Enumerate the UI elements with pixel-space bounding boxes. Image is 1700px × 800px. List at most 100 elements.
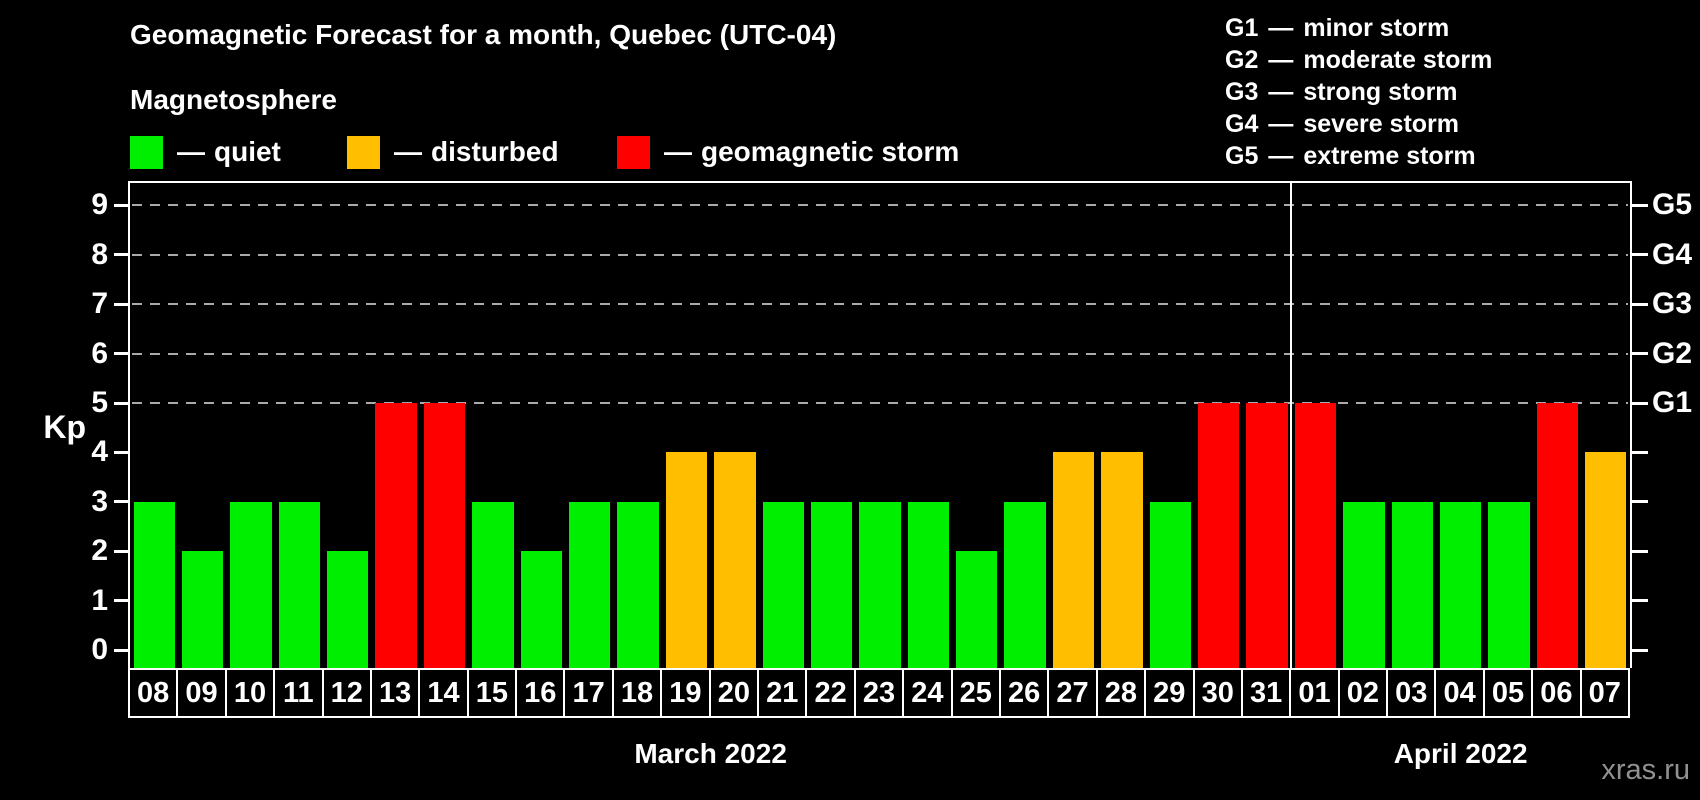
- g-legend-dash: —: [1268, 110, 1294, 138]
- y-axis-tick-5: [114, 401, 130, 405]
- g-legend-row-G4: G4 — severe storm: [1225, 108, 1492, 140]
- kp-bar-day-27: [1052, 452, 1095, 668]
- day-label-april-04: 04: [1434, 668, 1485, 718]
- day-label-march-24: 24: [902, 668, 953, 718]
- g-axis-label-G5: G5: [1652, 188, 1693, 222]
- kp-bar-day-12: [327, 551, 369, 668]
- y-axis-tick-9: [114, 203, 130, 207]
- day-label-march-16: 16: [515, 668, 566, 718]
- day-label-march-09: 09: [176, 668, 227, 718]
- kp-bar-day-13: [375, 403, 417, 668]
- kp-bar-day-29: [1149, 501, 1191, 668]
- kp-bar-day-10: [230, 501, 272, 668]
- kp-bar-day-11: [278, 501, 321, 668]
- y-tick-label-3: 3: [91, 484, 108, 518]
- day-label-march-12: 12: [321, 668, 372, 718]
- kp-bar-day-08: [133, 501, 175, 668]
- day-label-april-01: 01: [1289, 668, 1340, 718]
- day-label-april-03: 03: [1386, 668, 1437, 718]
- y-axis-tick-6: [114, 352, 130, 356]
- day-label-march-26: 26: [998, 668, 1050, 718]
- kp-bar-day-19: [665, 452, 708, 668]
- g-legend-dash: —: [1268, 14, 1294, 42]
- kp-bar-day-21: [762, 501, 804, 668]
- y-axis-tick-4: [114, 450, 130, 454]
- g-scale-legend: G1 — minor storm G2 — moderate storm G3 — strong…: [1225, 12, 1492, 172]
- legend-label-disturbed: disturbed: [431, 136, 559, 167]
- right-axis-tick-3: [1632, 500, 1648, 504]
- y-axis-tick-8: [114, 253, 130, 257]
- month-separator: [1290, 183, 1293, 668]
- y-axis-tick-3: [114, 500, 130, 504]
- day-label-march-23: 23: [853, 668, 905, 718]
- y-tick-label-7: 7: [91, 287, 108, 321]
- y-axis-tick-1: [114, 599, 130, 603]
- kp-bar-day-17: [568, 501, 611, 668]
- legend-dash: —: [177, 136, 205, 167]
- kp-bar-day-28: [1101, 452, 1143, 668]
- g-axis-label-G1: G1: [1652, 386, 1693, 419]
- day-label-march-27: 27: [1047, 668, 1098, 718]
- kp-bar-day-30: [1198, 403, 1240, 668]
- legend-item-disturbed: — disturbed: [347, 135, 559, 169]
- kp-bar-day-04: [1439, 501, 1482, 668]
- y-tick-label-5: 5: [91, 386, 108, 419]
- right-axis-tick-1: [1632, 599, 1648, 603]
- g-legend-row-G3: G3 — strong storm: [1225, 76, 1492, 108]
- day-label-march-21: 21: [757, 668, 808, 718]
- legend-item-storm: — geomagnetic storm: [617, 135, 959, 169]
- right-axis-tick-7: [1632, 302, 1648, 306]
- g-legend-code-G1: G1: [1225, 14, 1259, 42]
- g-legend-row-G1: G1 — minor storm: [1225, 12, 1492, 44]
- y-axis-tick-2: [114, 549, 130, 553]
- y-tick-label-1: 1: [91, 583, 108, 617]
- legend-dash: —: [394, 136, 422, 167]
- gridline-kp-9: [132, 204, 1628, 207]
- right-axis-tick-9: [1632, 203, 1648, 207]
- g-legend-dash: —: [1268, 78, 1294, 106]
- y-tick-label-8: 8: [91, 237, 108, 271]
- day-label-march-30: 30: [1192, 668, 1243, 718]
- y-axis-tick-0: [114, 648, 130, 652]
- y-tick-label-0: 0: [91, 633, 108, 666]
- legend-swatch-disturbed-icon: [347, 135, 380, 169]
- g-legend-label-G4: severe storm: [1303, 110, 1460, 138]
- month-label-1: April 2022: [1393, 738, 1528, 769]
- gridline-kp-5: [132, 402, 1628, 404]
- y-axis-tick-7: [114, 302, 130, 306]
- y-tick-label-9: 9: [91, 188, 108, 222]
- kp-bar-day-23: [859, 501, 901, 668]
- kp-bar-day-16: [520, 551, 562, 668]
- day-label-march-08: 08: [128, 668, 179, 718]
- kp-bar-day-14: [423, 403, 466, 668]
- kp-bar-day-31: [1246, 403, 1288, 668]
- gridline-kp-6: [132, 352, 1628, 355]
- right-axis-tick-5: [1632, 401, 1648, 405]
- y-tick-label-6: 6: [91, 336, 108, 370]
- kp-bar-day-18: [617, 501, 659, 668]
- y-axis-title: Kp: [43, 409, 86, 445]
- legend-label-quiet: quiet: [214, 136, 281, 167]
- day-label-march-13: 13: [369, 668, 421, 718]
- day-label-march-17: 17: [563, 668, 614, 718]
- kp-bar-day-02: [1343, 501, 1385, 668]
- legend-swatch-storm-icon: [617, 135, 650, 169]
- day-label-march-19: 19: [660, 668, 711, 718]
- day-label-march-28: 28: [1095, 668, 1147, 718]
- day-label-march-29: 29: [1144, 668, 1195, 718]
- chart-title: Geomagnetic Forecast for a month, Quebec…: [130, 19, 837, 50]
- y-tick-label-2: 2: [91, 534, 108, 568]
- kp-bar-day-26: [1004, 501, 1046, 668]
- day-label-april-07: 07: [1579, 668, 1630, 718]
- kp-bar-day-24: [907, 501, 950, 668]
- kp-bar-day-01: [1294, 403, 1337, 668]
- day-label-april-05: 05: [1482, 668, 1534, 718]
- g-axis-label-G2: G2: [1652, 336, 1693, 370]
- day-label-april-06: 06: [1531, 668, 1582, 718]
- g-legend-code-G4: G4: [1225, 110, 1259, 138]
- g-axis-label-G4: G4: [1652, 237, 1693, 271]
- day-label-march-15: 15: [466, 668, 518, 718]
- day-label-march-10: 10: [224, 668, 276, 718]
- legend-label-storm: geomagnetic storm: [701, 136, 960, 167]
